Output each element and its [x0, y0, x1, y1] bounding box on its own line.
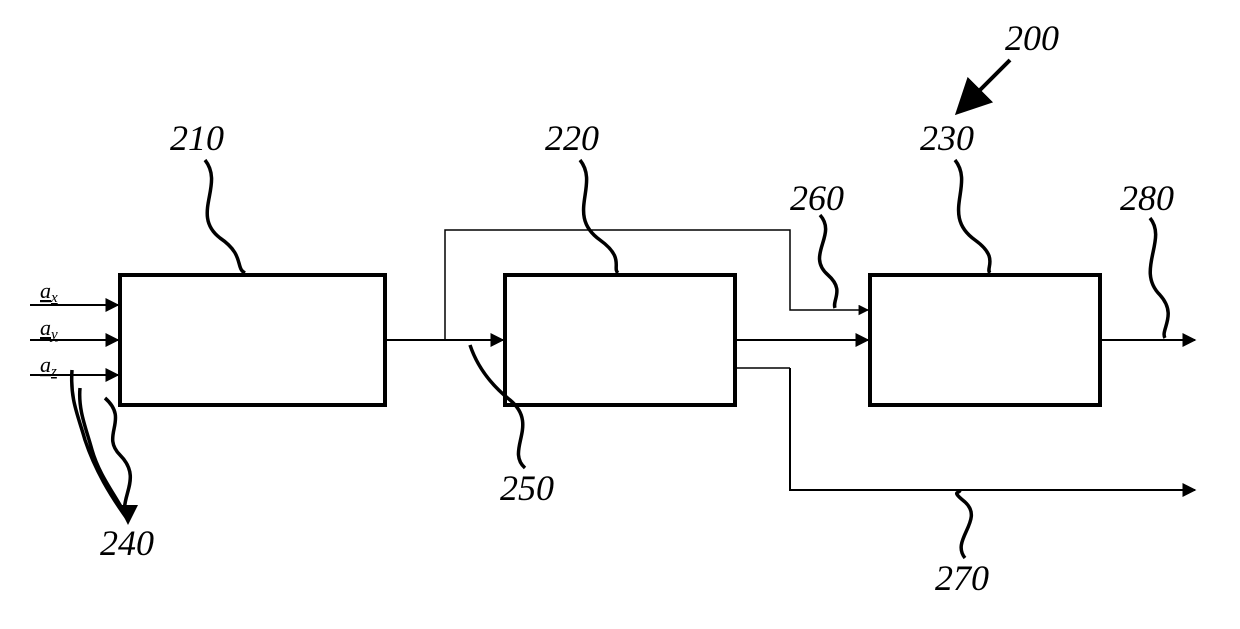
ref-210: 210: [170, 118, 224, 158]
input-label-ay: ay: [40, 315, 58, 343]
leader-200: [960, 60, 1010, 110]
ref-220: 220: [545, 118, 599, 158]
input-label-az: az: [40, 352, 57, 380]
block-220: [505, 275, 735, 405]
leader-270: [957, 490, 972, 558]
ref-240: 240: [100, 523, 154, 563]
block-210: [120, 275, 385, 405]
leader-230: [955, 160, 990, 273]
leader-220: [580, 160, 618, 273]
leader-240-arrowhead: [118, 505, 138, 525]
block-diagram: ax ay az 200 210 220 230 240 250 260 270…: [0, 0, 1240, 629]
leader-280: [1150, 218, 1168, 338]
leader-260: [820, 215, 837, 308]
ref-200: 200: [1005, 18, 1059, 58]
input-label-ax: ax: [40, 278, 58, 306]
ref-280: 280: [1120, 178, 1174, 218]
ref-260: 260: [790, 178, 844, 218]
leader-210: [205, 160, 245, 273]
ref-230: 230: [920, 118, 974, 158]
ref-270: 270: [935, 558, 989, 598]
block-230: [870, 275, 1100, 405]
ref-250: 250: [500, 468, 554, 508]
